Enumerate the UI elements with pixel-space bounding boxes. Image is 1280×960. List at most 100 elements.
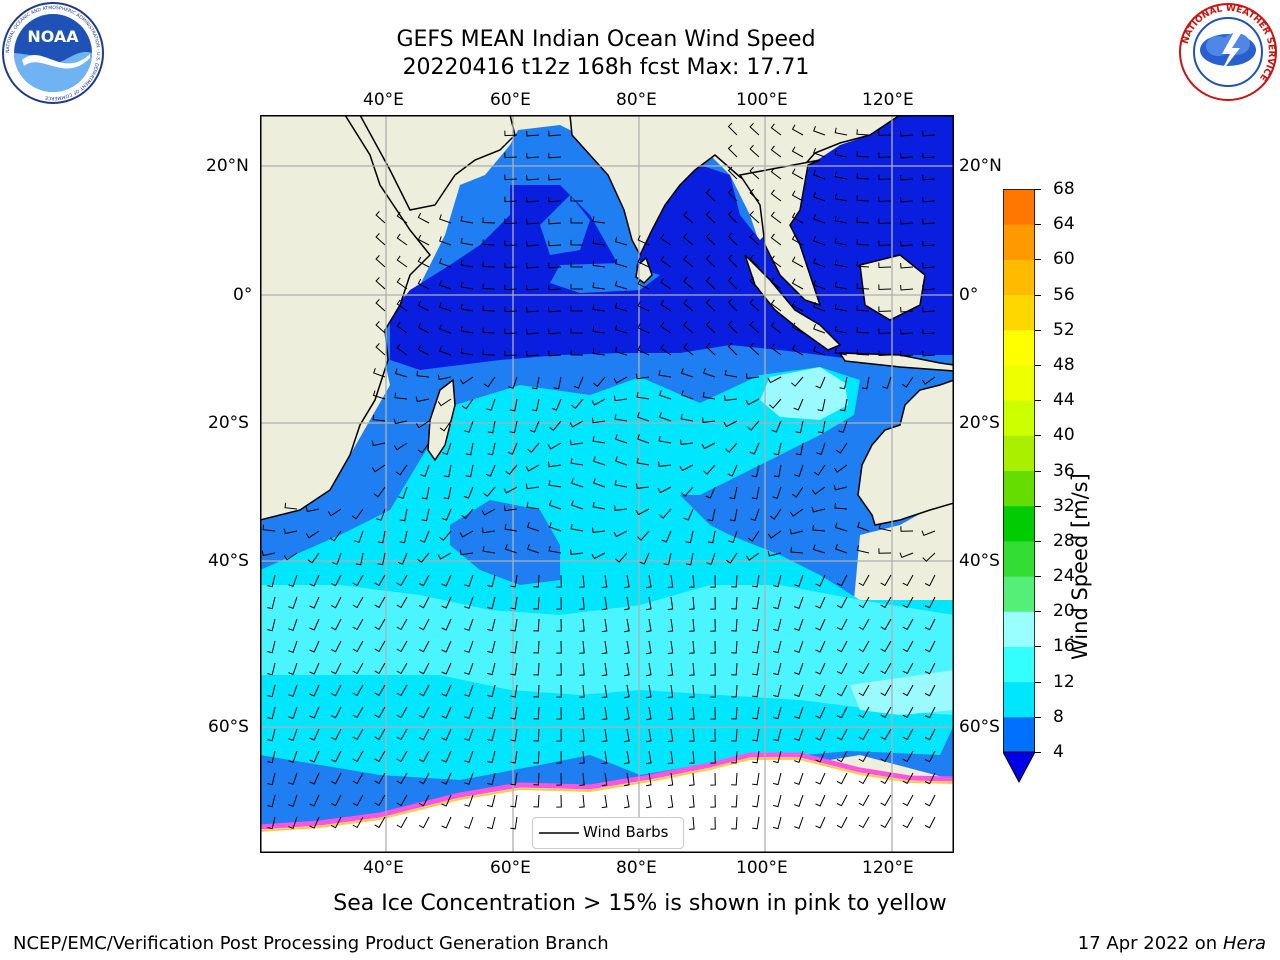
wind-barb bbox=[355, 552, 364, 566]
wind-barb bbox=[658, 370, 672, 378]
wind-barb bbox=[667, 574, 674, 589]
wind-barb bbox=[482, 261, 496, 268]
wind-barb bbox=[900, 130, 914, 137]
wind-barb bbox=[858, 574, 870, 587]
wind-barb bbox=[309, 574, 320, 587]
wind-barb bbox=[680, 439, 694, 445]
lat-tick-left-60s: 60°S bbox=[208, 717, 249, 737]
colorbar-tick-mark bbox=[1035, 364, 1041, 366]
wind-barb bbox=[791, 376, 804, 387]
wind-barb bbox=[309, 794, 320, 807]
wind-barb bbox=[657, 486, 672, 494]
wind-barb bbox=[813, 236, 826, 246]
wind-barb bbox=[267, 640, 276, 654]
colorbar-segment bbox=[1003, 681, 1035, 718]
wind-barb bbox=[593, 376, 606, 388]
wind-barb bbox=[710, 816, 716, 830]
wind-barb bbox=[418, 706, 430, 719]
wind-barb bbox=[878, 240, 892, 247]
wind-barb bbox=[553, 376, 562, 390]
colorbar-tick-label: 32 bbox=[1053, 495, 1075, 516]
wind-barb bbox=[707, 508, 716, 522]
wind-barb bbox=[878, 328, 892, 335]
wind-barb bbox=[791, 146, 804, 158]
wind-barb bbox=[856, 217, 870, 224]
wind-barb bbox=[858, 596, 870, 609]
wind-barb bbox=[749, 342, 760, 356]
map-frame bbox=[260, 115, 954, 853]
wind-barb bbox=[509, 398, 518, 412]
wind-barb bbox=[924, 618, 936, 631]
wind-barb bbox=[352, 640, 364, 653]
wind-barb bbox=[856, 349, 870, 356]
wind-barb bbox=[646, 640, 652, 655]
wind-barb bbox=[791, 322, 804, 334]
wind-barb bbox=[504, 240, 518, 247]
wind-barb bbox=[683, 343, 694, 356]
wind-barb bbox=[417, 442, 430, 454]
wind-barb bbox=[813, 302, 826, 312]
wind-barb bbox=[705, 342, 716, 356]
wind-barb bbox=[504, 218, 518, 225]
wind-barb bbox=[636, 483, 650, 489]
wind-barb bbox=[752, 596, 760, 610]
colorbar-tick-label: 16 bbox=[1053, 636, 1075, 657]
lat-tick-right-20n: 20°N bbox=[959, 156, 1002, 176]
colorbar-tick-label: 60 bbox=[1053, 249, 1075, 270]
wind-barb bbox=[856, 195, 870, 202]
wind-barb bbox=[352, 662, 364, 675]
wind-barb bbox=[510, 640, 518, 654]
wind-barb bbox=[752, 750, 760, 764]
lon-tick-bottom-80e: 80°E bbox=[616, 858, 657, 878]
wind-barb bbox=[613, 376, 628, 384]
lon-tick-top-100e: 100°E bbox=[736, 90, 788, 110]
wind-barb bbox=[592, 527, 606, 533]
wind-barb bbox=[396, 343, 408, 356]
wind-barb bbox=[728, 530, 738, 544]
wind-barb bbox=[813, 464, 826, 476]
wind-barb bbox=[375, 232, 386, 246]
lat-tick-left-40s: 40°S bbox=[208, 551, 249, 571]
wind-barb bbox=[858, 794, 870, 807]
wind-barb bbox=[815, 684, 826, 697]
wind-barb bbox=[731, 662, 738, 676]
wind-barb bbox=[624, 772, 630, 787]
wind-barb bbox=[839, 398, 848, 412]
wind-barb bbox=[592, 501, 606, 510]
wind-barb bbox=[683, 277, 694, 290]
wind-barb bbox=[667, 640, 674, 655]
wind-barb bbox=[396, 816, 408, 829]
wind-barb bbox=[727, 232, 738, 246]
wind-barb bbox=[533, 750, 540, 764]
wind-barb bbox=[624, 662, 630, 677]
wind-barb bbox=[418, 640, 430, 653]
wind-barb bbox=[614, 479, 628, 488]
wind-barb bbox=[569, 420, 584, 428]
wind-barb bbox=[396, 211, 408, 224]
wind-barb bbox=[689, 662, 695, 676]
wind-barb bbox=[507, 442, 518, 455]
wind-barb bbox=[288, 596, 298, 610]
wind-barb bbox=[794, 772, 804, 785]
wind-barb bbox=[377, 552, 386, 566]
wind-barb bbox=[710, 640, 716, 654]
wind-barb bbox=[352, 794, 364, 807]
wind-barb bbox=[464, 574, 474, 587]
wind-barb bbox=[752, 662, 760, 676]
wind-barb bbox=[375, 254, 386, 268]
wind-barb bbox=[464, 750, 474, 763]
wind-barb bbox=[460, 325, 474, 334]
colorbar-segment bbox=[1003, 224, 1035, 260]
wind-barb bbox=[769, 508, 782, 520]
wind-barb bbox=[556, 618, 562, 632]
wind-barb bbox=[548, 328, 562, 335]
wind-barb bbox=[922, 240, 936, 247]
colorbar-tick-mark bbox=[1035, 752, 1041, 753]
wind-barb bbox=[396, 728, 408, 741]
lon-tick-bottom-40e: 40°E bbox=[363, 858, 404, 878]
wind-barb bbox=[856, 283, 870, 290]
wind-barb bbox=[878, 284, 892, 291]
wind-barb bbox=[770, 167, 782, 180]
wind-barb bbox=[267, 574, 276, 588]
wind-barb bbox=[510, 706, 518, 720]
